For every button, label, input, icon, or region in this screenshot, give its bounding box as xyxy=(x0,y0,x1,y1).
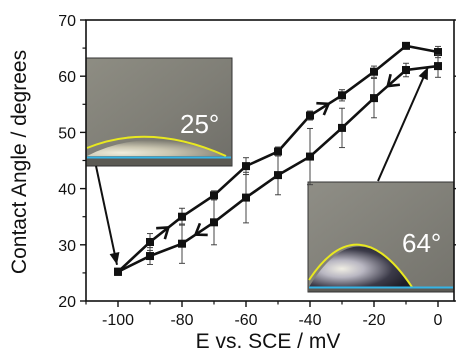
x-tick-label: -40 xyxy=(298,312,321,329)
series-0-point xyxy=(402,41,410,50)
axis-ticks: -100 -80 -60 -40 -20 0 20 30 40 50 60 70 xyxy=(58,13,456,329)
x-tick-label: -80 xyxy=(170,312,193,329)
series-0-point xyxy=(306,111,314,120)
x-axis-label: E vs. SCE / mV xyxy=(196,330,341,353)
series-1-point xyxy=(114,267,122,276)
series-1-point xyxy=(242,193,250,202)
x-tick-label: 0 xyxy=(434,312,443,329)
y-tick-label: 70 xyxy=(58,13,76,30)
arrow-to-low-angle-line xyxy=(95,165,118,265)
y-tick-label: 30 xyxy=(58,238,76,255)
plot-layer xyxy=(95,41,442,276)
series-1-point xyxy=(434,62,442,71)
y-tick-label: 20 xyxy=(58,294,76,311)
series-1-point xyxy=(370,94,378,103)
x-tick-label: -60 xyxy=(234,312,257,329)
droplet-contour-high xyxy=(308,243,413,288)
series-1-point xyxy=(274,171,282,180)
series-0-point xyxy=(274,147,282,156)
direction-arrow xyxy=(386,73,401,88)
x-tick-label: -20 xyxy=(362,312,385,329)
arrow-to-low-angle-head xyxy=(109,251,120,265)
series-0-point xyxy=(178,212,186,221)
annotation-64-degrees: 64° xyxy=(402,228,441,258)
x-tick-label: -100 xyxy=(102,312,134,329)
y-tick-label: 50 xyxy=(58,125,76,142)
y-tick-label: 40 xyxy=(58,182,76,199)
direction-arrow xyxy=(193,222,208,237)
direction-arrow xyxy=(156,226,171,240)
droplet-image-low-angle xyxy=(85,57,233,167)
series-1-point xyxy=(146,252,154,261)
arrow-to-high-angle-line xyxy=(377,66,429,182)
series-0-point xyxy=(338,91,346,100)
arrow-to-high-angle-head xyxy=(418,67,428,81)
series-0-point xyxy=(370,67,378,76)
direction-arrow xyxy=(316,101,331,116)
series-0-point xyxy=(146,237,154,246)
series-1-point xyxy=(210,218,218,227)
annotation-25-degrees: 25° xyxy=(180,109,219,139)
series-1-point xyxy=(338,123,346,132)
series-0-point xyxy=(242,162,250,171)
series-1-point xyxy=(402,66,410,75)
series-1-point xyxy=(178,239,186,248)
series-1-point xyxy=(306,152,314,161)
series-0-point xyxy=(434,48,442,57)
y-axis-label: Contact Angle / degrees xyxy=(8,50,31,274)
droplet-image-high-angle xyxy=(307,181,455,293)
y-tick-label: 60 xyxy=(58,69,76,86)
droplet-contour-low xyxy=(86,135,227,157)
series-0-point xyxy=(210,191,218,200)
